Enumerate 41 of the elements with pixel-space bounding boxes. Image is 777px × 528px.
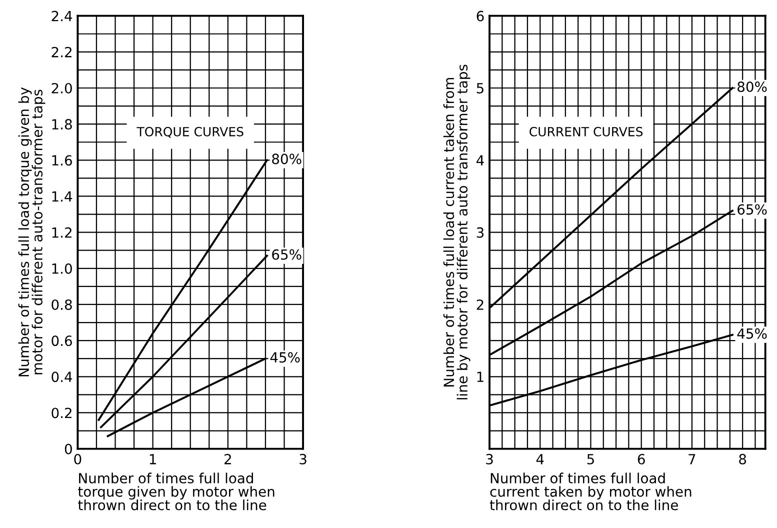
y-tick-label: 1: [477, 372, 484, 382]
y-axis-title: Number of times full load torque given by motor for different auto-transformer taps: [18, 87, 46, 376]
x-tick-label: 2: [224, 454, 231, 464]
annotation: CURRENT CURVES: [530, 126, 643, 136]
x-tick-label: 6: [638, 454, 645, 464]
series-label: 80%: [272, 154, 302, 164]
y-tick-label: 1.6: [52, 155, 72, 166]
series-label: 45%: [737, 328, 767, 339]
y-tick-label: 0.8: [52, 299, 72, 310]
y-tick-label: 0.2: [52, 408, 72, 418]
y-tick-label: 2.2: [52, 46, 72, 58]
y-tick-label: 1.8: [52, 119, 72, 130]
y-tick-label: 4: [476, 155, 484, 166]
y-tick-label: 1.0: [52, 263, 72, 274]
y-tick-label: 1.2: [52, 227, 72, 238]
series-label: 65%: [738, 204, 767, 215]
annotation: TORQUE CURVES: [136, 126, 244, 138]
y-tick-label: 5: [476, 83, 484, 94]
series-label: 80%: [738, 82, 767, 92]
x-tick-label: 3: [486, 454, 493, 464]
x-tick-label: 4: [536, 454, 544, 464]
y-tick-label: 3: [476, 227, 484, 238]
series-label: 65%: [272, 249, 302, 260]
x-tick-label: 3: [300, 454, 306, 464]
x-axis-title: Number of times full load torque given by motor when thrown direct on to the line: [78, 472, 274, 510]
y-tick-label: 0: [64, 444, 72, 454]
y-tick-label: 2.4: [52, 10, 72, 22]
series-label: 45%: [270, 352, 300, 363]
x-tick-label: 5: [587, 454, 594, 464]
y-axis-title: Number of times full load current taken from line by motor for different auto transformer taps: [443, 64, 470, 400]
y-tick-label: 0.6: [52, 336, 72, 346]
x-axis-title: Number of times full load current taken by motor when thrown direct on to the line: [490, 472, 692, 510]
y-tick-label: 2: [476, 299, 484, 310]
x-tick-label: 8: [739, 454, 746, 464]
y-tick-label: 6: [476, 10, 484, 22]
y-tick-label: 0.4: [52, 372, 72, 382]
x-tick-label: 0: [74, 454, 82, 464]
y-tick-label: 1.4: [52, 191, 72, 202]
x-tick-label: 7: [688, 454, 696, 464]
x-tick-label: 1: [150, 454, 156, 464]
y-tick-label: 2.0: [52, 82, 72, 94]
